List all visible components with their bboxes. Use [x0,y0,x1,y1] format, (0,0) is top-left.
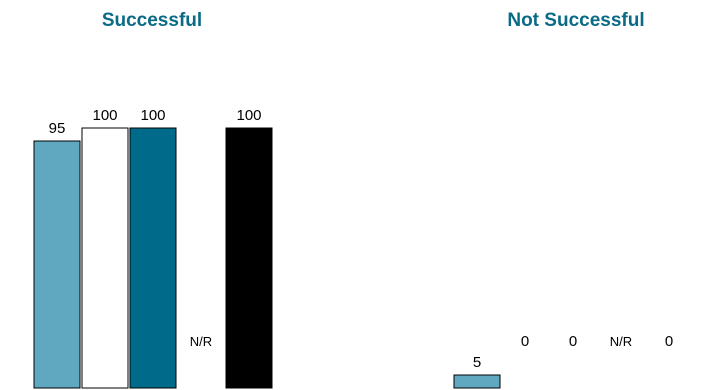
bar-successful-5 [225,127,273,389]
bar-successful-1 [33,140,81,389]
bar-label-successful-1: 95 [49,120,66,137]
group-title-not-successful: Not Successful [507,10,645,31]
bar-label-successful-4: N/R [190,334,212,349]
bar-label-not-successful-1: 5 [473,354,481,371]
bar-label-not-successful-4: N/R [610,334,632,349]
bar-successful-2 [81,127,129,389]
bar-label-not-successful-3: 0 [569,333,577,350]
bar-successful-3 [129,127,177,389]
bar-label-successful-2: 100 [92,107,117,124]
bar-label-not-successful-5: 0 [665,333,673,350]
bar-not-successful-1 [453,374,501,389]
group-title-successful: Successful [101,10,203,31]
bar-label-not-successful-2: 0 [521,333,529,350]
bar-label-successful-5: 100 [236,107,261,124]
bar-label-successful-3: 100 [140,107,165,124]
